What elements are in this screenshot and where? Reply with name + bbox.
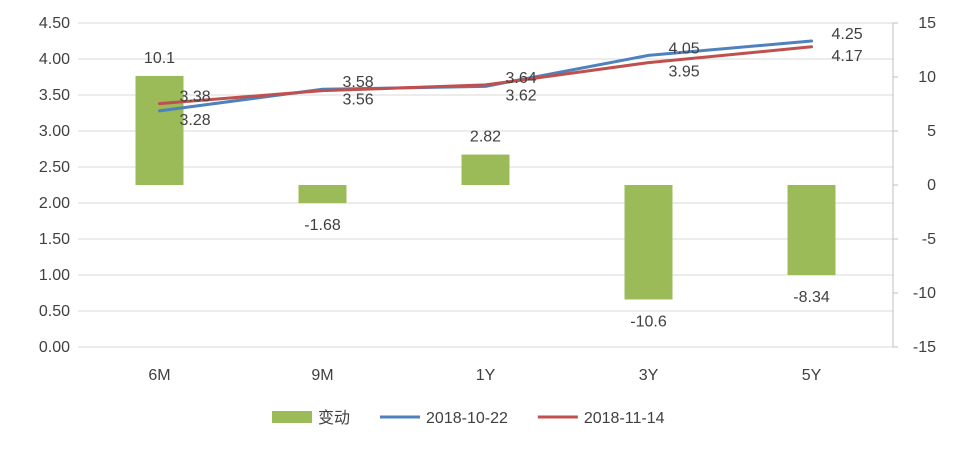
x-tick-label: 1Y: [476, 367, 496, 384]
bar-series: [135, 75, 836, 300]
left-tick-label: 2.00: [39, 195, 70, 212]
line-series: [158, 39, 813, 113]
bar: [135, 75, 184, 185]
line-data-label: 3.56: [343, 92, 374, 109]
bar-data-label: -8.34: [793, 289, 830, 306]
line-data-label: 4.25: [832, 26, 863, 43]
x-tick-label: 9M: [311, 367, 333, 384]
right-tick-label: 0: [927, 177, 936, 194]
line-data-label: 3.38: [180, 89, 211, 106]
left-tick-label: 2.50: [39, 159, 70, 176]
left-tick-label: 1.00: [39, 267, 70, 284]
legend-label: 变动: [318, 409, 350, 427]
legend-label: 2018-10-22: [426, 410, 508, 427]
line-data-label: 3.62: [506, 87, 537, 104]
line-data-label: 3.95: [669, 64, 700, 81]
left-tick-label: 0.00: [39, 339, 70, 356]
left-tick-label: 1.50: [39, 231, 70, 248]
right-tick-label: 10: [918, 69, 936, 86]
right-tick-label: -5: [922, 231, 936, 248]
line-data-label: 4.05: [669, 40, 700, 57]
line-data-label: 3.64: [506, 70, 537, 87]
x-tick-label: 3Y: [639, 367, 659, 384]
bar: [461, 154, 510, 185]
left-tick-label: 0.50: [39, 303, 70, 320]
left-tick-label: 3.50: [39, 87, 70, 104]
x-tick-label: 6M: [148, 367, 170, 384]
legend: 变动 2018-10-22 2018-11-14: [272, 409, 665, 427]
x-tick-label: 5Y: [802, 367, 822, 384]
right-tick-label: 15: [918, 15, 936, 32]
left-tick-label: 4.00: [39, 51, 70, 68]
left-tick-label: 3.00: [39, 123, 70, 140]
axes: 0.00 0.50 1.00 1.50 2.00 2.50 3.00 3.50 4.00 4.50…: [39, 15, 936, 384]
bar: [624, 185, 673, 300]
bar-data-label: 2.82: [470, 129, 501, 146]
line-data-label: 4.17: [832, 48, 863, 65]
line-series-path: [158, 45, 813, 106]
data-labels: 10.1 -1.68 2.82 -10.6 -8.34 3.28 3.58 3.62 4.05 4…: [144, 26, 863, 330]
legend-label: 2018-11-14: [584, 410, 665, 427]
bar-data-label: -10.6: [630, 313, 667, 330]
line-data-label: 3.28: [180, 112, 211, 129]
bar: [298, 185, 347, 204]
left-tick-label: 4.50: [39, 15, 70, 32]
right-tick-label: -10: [913, 285, 936, 302]
line-series-path: [158, 39, 813, 113]
bar-data-label: -1.68: [304, 217, 341, 234]
legend-swatch: [272, 411, 312, 423]
right-tick-label: 5: [927, 123, 936, 140]
line-data-label: 3.58: [343, 74, 374, 91]
bar: [787, 185, 836, 276]
bar-data-label: 10.1: [144, 50, 175, 67]
right-tick-label: -15: [913, 339, 936, 356]
